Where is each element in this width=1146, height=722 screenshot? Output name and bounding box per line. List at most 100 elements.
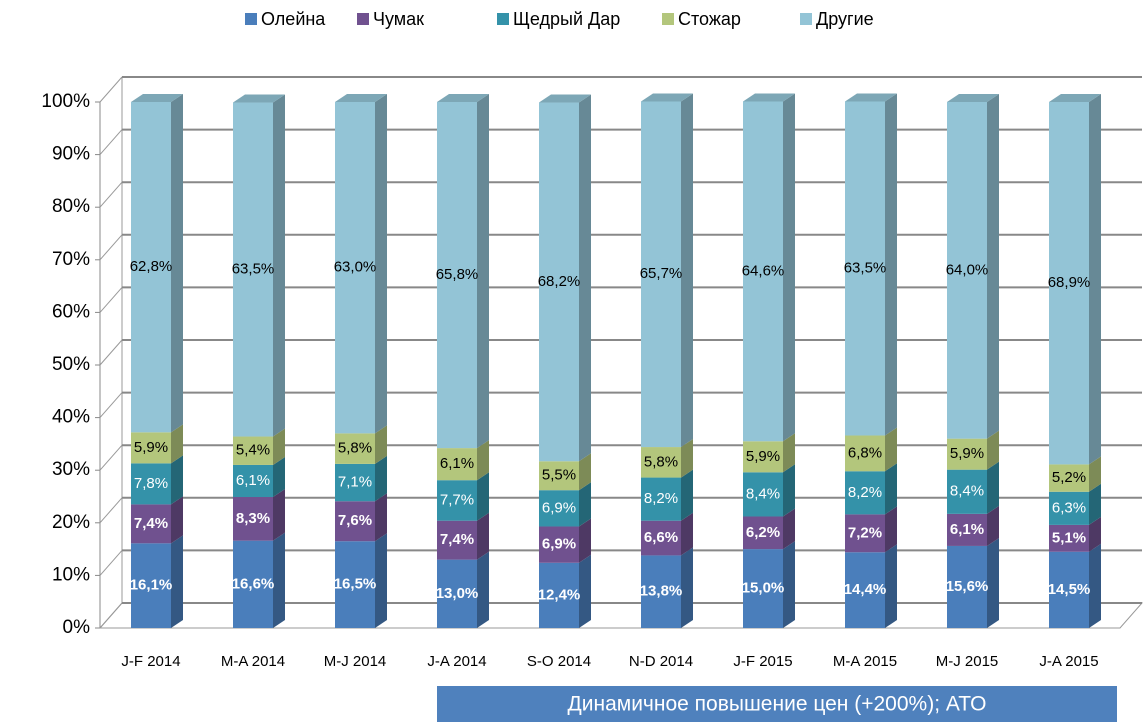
data-label: 16,6% [232,575,275,592]
bar-segment [743,472,783,517]
bar-side [579,518,591,563]
grid-diagonal [99,339,123,366]
bar-side [171,94,183,433]
grid-diagonal [99,234,123,261]
data-label: 8,4% [746,485,780,502]
data-label: 65,7% [640,265,683,282]
bar-segment [131,463,171,505]
legend-label: Олейна [261,9,326,29]
grid-diagonal [99,392,123,418]
data-label: 65,8% [436,266,479,283]
legend-swatch [662,13,674,25]
data-label: 15,0% [742,580,785,597]
bar-side [987,461,999,514]
bar-top [437,94,489,102]
bar-segment [845,552,885,628]
bar-segment [233,540,273,628]
grid-diagonal [99,181,123,208]
bar-segment [539,490,579,527]
x-tick-label: J-A 2015 [1039,653,1098,670]
bar-segment [1049,102,1089,465]
bar-segment [539,526,579,563]
bar-segment [131,432,171,464]
bar-side [783,433,795,473]
x-tick-label: M-J 2015 [936,653,999,670]
data-label: 5,9% [950,445,984,462]
data-label: 7,4% [440,531,474,548]
bar-side [171,535,183,628]
bar-segment [845,514,885,553]
data-label: 15,6% [946,578,989,595]
bar-side [579,453,591,491]
y-tick-label: 60% [52,301,90,322]
bar-segment [233,436,273,465]
data-label: 62,8% [130,258,173,275]
annotation: Динамичное повышение цен (+200%); АТО [568,693,987,716]
legend-swatch [357,13,369,25]
bar-top [641,93,693,102]
data-label: 5,1% [1052,529,1086,546]
bar-segment [743,549,783,628]
y-tick-label: 10% [52,564,90,585]
bar-side [783,541,795,628]
data-label: 7,1% [338,474,372,491]
bar-side [579,554,591,628]
data-label: 6,1% [236,472,270,489]
bar-segment [641,520,681,556]
grid-diagonal [99,550,123,576]
bar-segment [947,438,987,470]
annotation-box [437,686,1117,722]
bar-side [579,94,591,462]
data-label: 8,4% [950,483,984,500]
legend-label: Щедрый Дар [513,9,620,29]
bar-side [987,430,999,470]
bar-segment [233,464,273,498]
bar-side [579,482,591,527]
x-tick-label: N-D 2014 [629,653,693,670]
bar-side [885,463,897,515]
data-label: 6,9% [542,499,576,516]
data-label: 5,8% [644,453,678,470]
bar-side [171,455,183,505]
bar-side [987,505,999,546]
legend-swatch [800,13,812,25]
bar-side [375,425,387,464]
bar-side [273,94,285,437]
bar-segment [845,101,885,436]
bar-segment [1049,464,1089,492]
data-label: 16,1% [130,577,173,594]
bar-side [1089,543,1101,628]
data-label: 13,8% [640,583,683,600]
bar-side [1089,516,1101,552]
bar-segment [743,101,783,442]
bar-side [477,440,489,481]
data-label: 7,8% [134,475,168,492]
bar-segment [437,520,477,560]
data-label: 6,1% [950,521,984,538]
legend-swatch [497,13,509,25]
bar-side [987,537,999,628]
bar-side [171,496,183,544]
bar-segment [437,102,477,449]
bar-side [273,428,285,465]
grid-diagonal [99,497,123,524]
bar-side [681,512,693,556]
bar-side [681,93,693,448]
bar-side [375,493,387,542]
bar-side [1089,483,1101,525]
data-label: 8,2% [644,490,678,507]
bar-segment [233,102,273,437]
bar-segment [947,102,987,439]
data-label: 5,8% [338,440,372,457]
data-label: 6,3% [1052,499,1086,516]
bar-segment [131,102,171,433]
data-label: 8,3% [236,510,270,527]
data-label: 64,6% [742,262,785,279]
bar-side [375,533,387,628]
y-tick-label: 40% [52,407,90,428]
bar-segment [335,541,375,628]
bar-segment [335,102,375,434]
bar-top [1049,94,1101,102]
bar-side [477,94,489,449]
